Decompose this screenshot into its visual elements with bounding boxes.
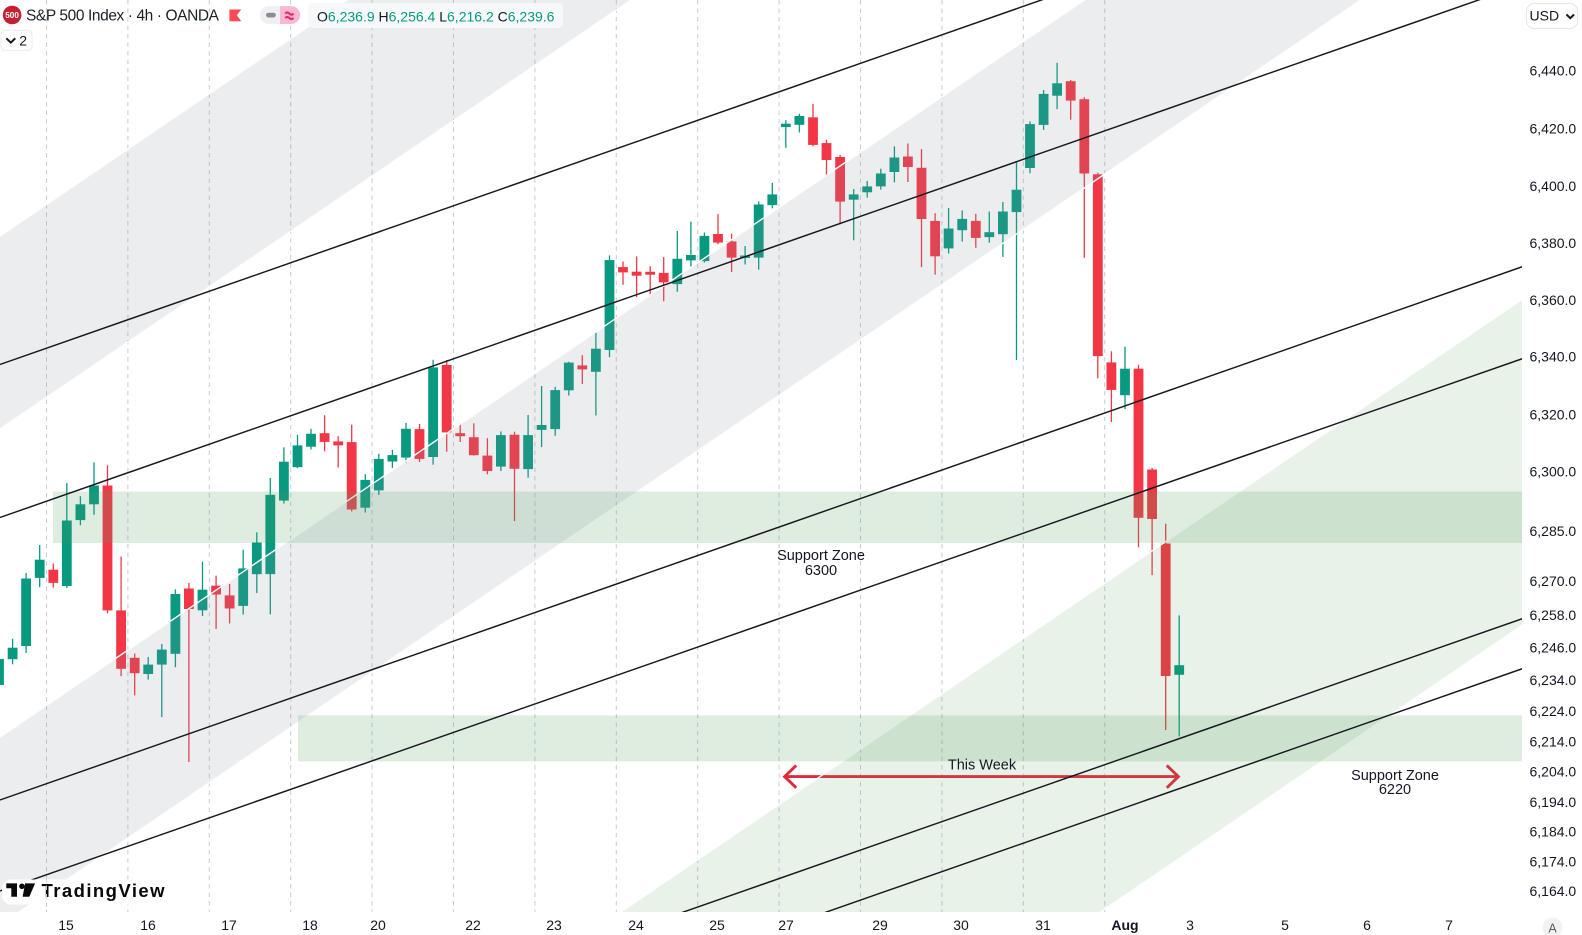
svg-text:5: 5 bbox=[1281, 917, 1289, 933]
svg-text:Support Zone: Support Zone bbox=[1351, 768, 1439, 784]
svg-text:500: 500 bbox=[5, 11, 19, 20]
svg-text:6220: 6220 bbox=[1379, 782, 1411, 798]
svg-text:6,440.0: 6,440.0 bbox=[1530, 63, 1577, 79]
svg-text:6,214.0: 6,214.0 bbox=[1530, 734, 1577, 750]
svg-text:Support Zone: Support Zone bbox=[777, 548, 865, 564]
svg-text:6,360.0: 6,360.0 bbox=[1530, 292, 1577, 308]
svg-text:USD: USD bbox=[1530, 8, 1560, 24]
svg-text:A: A bbox=[1548, 921, 1557, 935]
svg-text:20: 20 bbox=[370, 917, 386, 933]
svg-text:25: 25 bbox=[709, 917, 725, 933]
svg-text:17: 17 bbox=[221, 917, 237, 933]
svg-text:27: 27 bbox=[778, 917, 794, 933]
svg-text:31: 31 bbox=[1035, 917, 1051, 933]
svg-text:O6,236.9 H6,256.4 L6,216.2 C6,: O6,236.9 H6,256.4 L6,216.2 C6,239.6 bbox=[317, 9, 555, 25]
svg-text:6,234.0: 6,234.0 bbox=[1530, 672, 1577, 688]
svg-text:6,184.0: 6,184.0 bbox=[1530, 824, 1577, 840]
svg-text:6300: 6300 bbox=[805, 563, 837, 579]
svg-text:6: 6 bbox=[1363, 917, 1371, 933]
svg-text:7: 7 bbox=[1445, 917, 1453, 933]
svg-text:6,300.0: 6,300.0 bbox=[1530, 464, 1577, 480]
svg-text:6,285.0: 6,285.0 bbox=[1530, 523, 1577, 539]
svg-text:29: 29 bbox=[872, 917, 888, 933]
svg-text:6,380.0: 6,380.0 bbox=[1530, 235, 1577, 251]
svg-text:6,258.0: 6,258.0 bbox=[1530, 607, 1577, 623]
svg-text:6,204.0: 6,204.0 bbox=[1530, 764, 1577, 780]
svg-text:2: 2 bbox=[19, 32, 27, 48]
svg-text:22: 22 bbox=[465, 917, 481, 933]
svg-text:6,320.0: 6,320.0 bbox=[1530, 406, 1577, 422]
svg-text:3: 3 bbox=[1186, 917, 1194, 933]
svg-text:6,224.0: 6,224.0 bbox=[1530, 703, 1577, 719]
svg-text:6,270.0: 6,270.0 bbox=[1530, 573, 1577, 589]
svg-text:6,246.0: 6,246.0 bbox=[1530, 640, 1577, 656]
svg-text:15: 15 bbox=[58, 917, 74, 933]
svg-text:23: 23 bbox=[546, 917, 562, 933]
svg-text:24: 24 bbox=[628, 917, 644, 933]
svg-text:6,174.0: 6,174.0 bbox=[1530, 854, 1577, 870]
svg-text:6,420.0: 6,420.0 bbox=[1530, 121, 1577, 137]
svg-text:18: 18 bbox=[302, 917, 318, 933]
svg-text:Aug: Aug bbox=[1111, 917, 1138, 933]
svg-text:6,164.0: 6,164.0 bbox=[1530, 883, 1577, 899]
svg-text:This Week: This Week bbox=[948, 758, 1017, 774]
svg-text:30: 30 bbox=[953, 917, 969, 933]
svg-text:16: 16 bbox=[140, 917, 156, 933]
svg-text:S&P 500 Index · 4h · OANDA: S&P 500 Index · 4h · OANDA bbox=[26, 8, 220, 25]
svg-text:6,340.0: 6,340.0 bbox=[1530, 349, 1577, 365]
svg-text:6,194.0: 6,194.0 bbox=[1530, 794, 1577, 810]
svg-text:6,400.0: 6,400.0 bbox=[1530, 178, 1577, 194]
svg-text:TradingView: TradingView bbox=[42, 880, 166, 901]
